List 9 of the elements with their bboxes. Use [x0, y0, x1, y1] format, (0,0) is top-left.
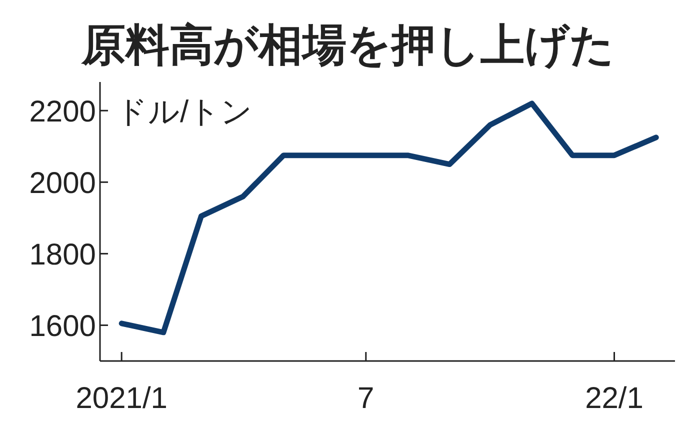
y-tick-label: 2000 — [29, 167, 96, 200]
x-tick-label: 7 — [358, 382, 374, 415]
x-tick-label: 22/1 — [585, 382, 644, 415]
chart-title: 原料高が相場を押し上げた — [80, 21, 614, 70]
y-tick-label: 2200 — [29, 96, 96, 129]
y-axis-title: ドル/トン — [116, 94, 253, 129]
y-tick-label: 1600 — [29, 310, 96, 344]
x-tick-label: 2021/1 — [76, 382, 168, 415]
y-tick-label: 1800 — [29, 238, 96, 272]
